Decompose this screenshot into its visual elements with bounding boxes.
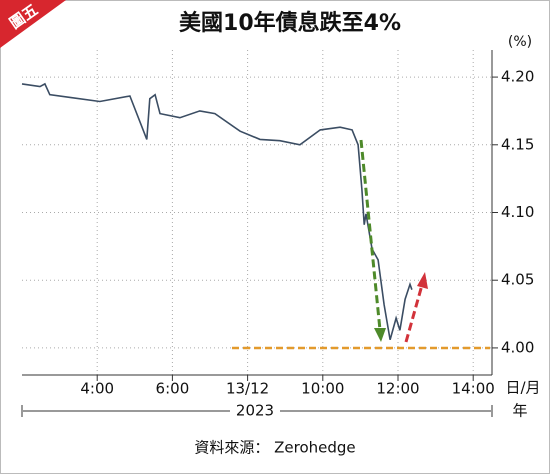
line-series [21,82,413,341]
chart-title: 美國10年債息跌至4% [179,10,401,36]
x-unit: 日/月 [505,379,540,397]
up-arrow [404,284,424,343]
up-arrow-head [417,272,428,289]
x-tick-label: 6:00 [156,380,190,398]
x-tick-label: 13/12 [226,380,269,398]
x-tick-label: 14:00 [452,380,495,398]
y-tick-label: 4.00 [501,338,534,356]
plot: 4.00 4.05 4.10 4.15 4.20 4:00 6:00 13/12 10:00 12… [21,50,534,398]
year-unit: 年 [512,402,527,420]
year-bg [230,402,280,420]
y-unit: (%) [508,34,532,50]
down-arrow-head [374,328,386,342]
y-tick-label: 4.10 [501,203,534,221]
x-tick-label: 12:00 [376,380,419,398]
badge-bg [0,0,66,48]
down-arrow [359,139,382,331]
year-label: 2023 [236,402,274,420]
x-tick-label: 4:00 [80,380,114,398]
y-tick-label: 4.05 [501,271,534,289]
y-tick-label: 4.20 [501,68,534,86]
y-tick-label: 4.15 [501,135,534,153]
source: 資料來源： Zerohedge [194,439,355,457]
x-tick-label: 10:00 [301,380,344,398]
